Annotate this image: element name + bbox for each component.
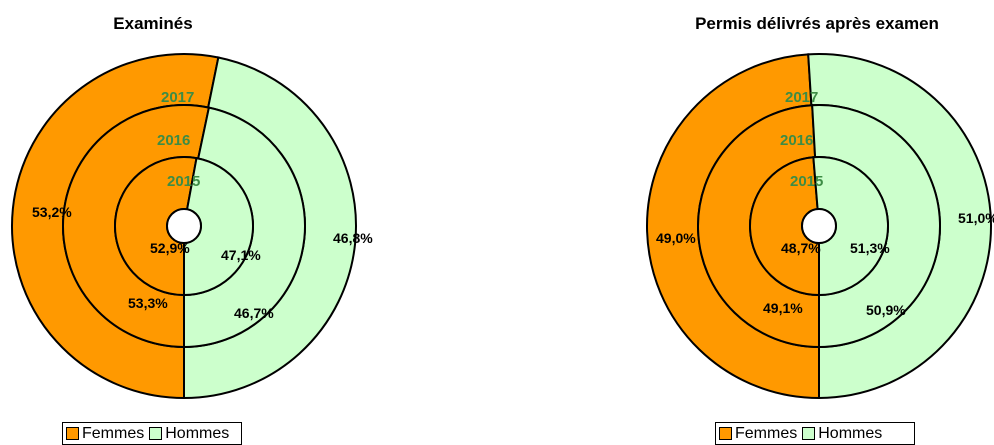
value-label-femmes-2015: 48,7%	[781, 240, 821, 256]
value-label-hommes-2015: 51,3%	[850, 240, 890, 256]
value-label-femmes-2016: 49,1%	[763, 300, 803, 316]
donut-chart-permis: 2015 2016 2017 48,7% 49,1% 49,0% 51,3% 50,9% 51,…	[646, 53, 994, 400]
chart-examines: Examinés 2015 2016 2017 52,9% 53,3% 53,2% 47,1…	[11, 14, 373, 445]
chart-title: Permis délivrés après examen	[695, 14, 939, 33]
donut-hole	[166, 208, 202, 244]
legend-label-hommes: Hommes	[165, 424, 230, 442]
value-label-femmes-2015: 52,9%	[150, 240, 190, 256]
ring-year-label-2016: 2016	[780, 132, 813, 149]
legend-label-femmes: Femmes	[82, 424, 145, 442]
chart-title: Examinés	[113, 14, 193, 33]
ring-year-label-2017: 2017	[785, 89, 818, 106]
donut-chart-examines: 2015 2016 2017 52,9% 53,3% 53,2% 47,1% 46,7% 46,…	[11, 53, 373, 400]
chart-legend: Femmes Hommes	[62, 422, 242, 445]
chart-legend: Femmes Hommes	[715, 422, 915, 445]
legend-label-femmes: Femmes	[735, 424, 798, 442]
ring-year-label-2017: 2017	[161, 89, 194, 106]
value-label-hommes-2016: 46,7%	[234, 305, 274, 321]
legend-item-femmes: Femmes	[719, 425, 797, 443]
legend-item-hommes: Hommes	[149, 425, 229, 443]
value-label-hommes-2016: 50,9%	[866, 302, 906, 318]
legend-label-hommes: Hommes	[818, 424, 883, 442]
legend-swatch-femmes	[66, 427, 79, 440]
value-label-femmes-2016: 53,3%	[128, 295, 168, 311]
donut-hole	[801, 208, 837, 244]
value-label-femmes-2017: 53,2%	[32, 204, 72, 220]
value-label-femmes-2017: 49,0%	[656, 230, 696, 246]
legend-item-femmes: Femmes	[66, 425, 144, 443]
legend-swatch-hommes	[802, 427, 816, 440]
ring-year-label-2015: 2015	[167, 173, 200, 190]
legend-swatch-hommes	[149, 427, 163, 440]
legend-item-hommes: Hommes	[802, 425, 882, 443]
value-label-hommes-2017: 46,8%	[333, 230, 373, 246]
ring-year-label-2016: 2016	[157, 132, 190, 149]
value-label-hommes-2015: 47,1%	[221, 247, 261, 263]
legend-swatch-femmes	[719, 427, 732, 440]
ring-year-label-2015: 2015	[790, 173, 823, 190]
chart-permis: Permis délivrés après examen 2015 2016 201…	[497, 0, 994, 445]
value-label-hommes-2017: 51,0%	[958, 210, 994, 226]
